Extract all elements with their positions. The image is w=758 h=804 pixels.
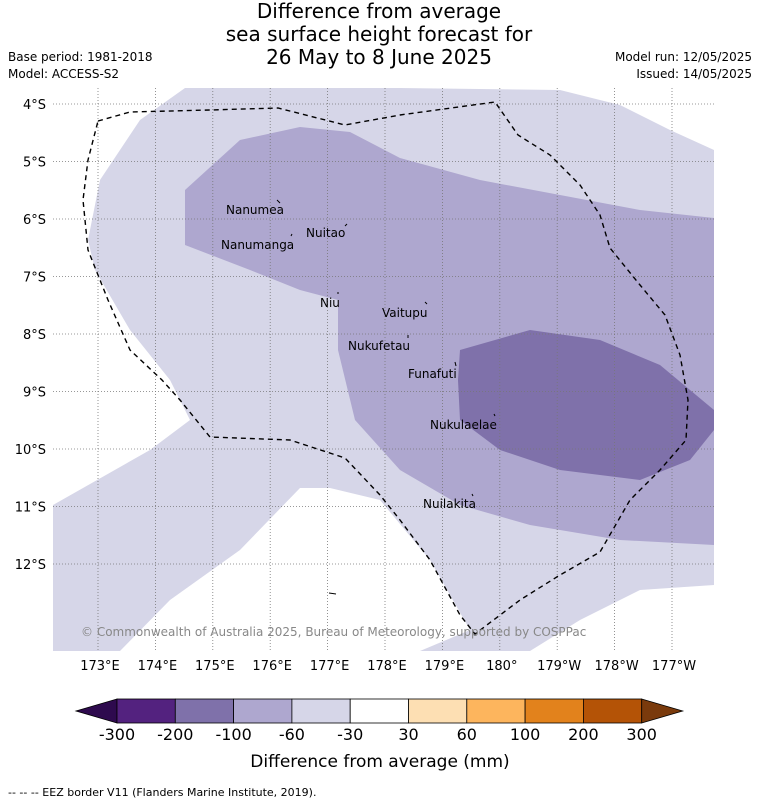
lat-label: 9°S [23, 386, 46, 401]
place-labels: Nanumea Nuitao Nanumanga Niu Vaitupu Nuk… [221, 203, 497, 511]
base-period: Base period: 1981-2018 [8, 50, 153, 64]
meta-left: Base period: 1981-2018 Model: ACCESS-S2 [8, 49, 153, 83]
colorbar-segment [524, 698, 584, 724]
colorbar-title: Difference from average (mm) [250, 752, 509, 772]
model-name: Model: ACCESS-S2 [8, 67, 120, 81]
lon-label: 176°E [252, 659, 292, 674]
colorbar-segment [233, 698, 293, 724]
latitude-labels: 4°S 5°S 6°S 7°S 8°S 9°S 10°S 11°S 12°S [15, 98, 46, 573]
place-nukulaelae: Nukulaelae [430, 418, 497, 432]
lat-label: 10°S [15, 443, 46, 458]
lat-label: 6°S [23, 213, 46, 228]
lon-label: 173°E [80, 659, 120, 674]
colorbar-tick-label: 100 [510, 725, 541, 744]
lat-label: 11°S [15, 501, 46, 516]
island-mark-nuitao [344, 223, 348, 227]
place-nanumanga: Nanumanga [221, 238, 294, 252]
lat-label: 5°S [23, 156, 46, 171]
colorbar-tick-label: 60 [457, 725, 477, 744]
lat-label: 12°S [15, 558, 46, 573]
issued-date: Issued: 14/05/2025 [636, 67, 752, 81]
contour-gap-lower [120, 488, 470, 651]
lat-label: 8°S [23, 328, 46, 343]
lon-label: 175°E [195, 659, 235, 674]
model-run: Model run: 12/05/2025 [614, 50, 752, 64]
graticule [53, 88, 714, 651]
colorbar-tick-label: -30 [337, 725, 363, 744]
place-funafuti: Funafuti [408, 367, 457, 381]
island-mark-south [328, 592, 337, 595]
contour-fields [53, 88, 714, 651]
meta-right: Model run: 12/05/2025 Issued: 14/05/2025 [615, 49, 752, 83]
longitude-labels: 173°E 174°E 175°E 176°E 177°E 178°E 179°E 180° 1… [80, 659, 696, 674]
place-niu: Niu [320, 296, 340, 310]
colorbar-segment [291, 698, 351, 724]
colorbar-segment [466, 698, 526, 724]
lon-label: 179°W [537, 659, 581, 674]
lon-label: 177°W [652, 659, 696, 674]
place-vaitupu: Vaitupu [382, 306, 428, 320]
colorbar-extend-low [74, 698, 118, 724]
island-mark-vaitupu [424, 301, 428, 305]
island-mark-nuilakita [471, 493, 474, 497]
colorbar-segment [408, 698, 468, 724]
colorbar-tick-label: 300 [626, 725, 657, 744]
colorbar-tick-label: -300 [99, 725, 135, 744]
lon-label: 174°E [138, 659, 178, 674]
lon-label: 180° [486, 659, 517, 674]
colorbar-tick-label: -100 [215, 725, 251, 744]
place-nuitao: Nuitao [306, 226, 345, 240]
eez-border [82, 101, 689, 635]
island-mark-nukulaelae [493, 413, 496, 417]
lon-label: 179°E [425, 659, 465, 674]
lat-label: 7°S [23, 271, 46, 286]
colorbar-tick-label: 200 [568, 725, 599, 744]
contour-minus200-minus100 [458, 330, 714, 480]
colorbar: -300 -200 -100 -60 -30 30 60 100 200 300 [74, 698, 685, 744]
map-title: Difference from average sea surface heig… [0, 0, 758, 69]
copyright-notice: © Commonwealth of Australia 2025, Bureau… [81, 625, 586, 639]
title-line-2: sea surface height forecast for [225, 22, 533, 46]
lon-label: 178°E [367, 659, 407, 674]
colorbar-segment [116, 698, 176, 724]
title-line-1: Difference from average [256, 0, 502, 23]
island-mark-nanumanga [290, 233, 293, 237]
colorbar-segment [583, 698, 643, 724]
place-nuilakita: Nuilakita [423, 497, 476, 511]
place-nanumea: Nanumea [226, 203, 284, 217]
colorbar-tick-label: -60 [279, 725, 305, 744]
lon-label: 177°E [310, 659, 350, 674]
island-markers [276, 199, 496, 595]
colorbar-segment [174, 698, 235, 724]
colorbar-segment [349, 698, 409, 724]
colorbar-tick-label: -200 [157, 725, 193, 744]
eez-footnote: -- -- -- EEZ border V11 (Flanders Marine… [8, 786, 317, 799]
island-mark-funafuti [454, 361, 457, 367]
colorbar-tick-label: 30 [398, 725, 418, 744]
lon-label: 178°W [595, 659, 639, 674]
place-nukufetau: Nukufetau [348, 339, 410, 353]
lat-label: 4°S [23, 98, 46, 113]
colorbar-extend-high [641, 698, 685, 724]
title-line-3: 26 May to 8 June 2025 [266, 45, 492, 69]
island-mark-nanumea [276, 199, 281, 204]
